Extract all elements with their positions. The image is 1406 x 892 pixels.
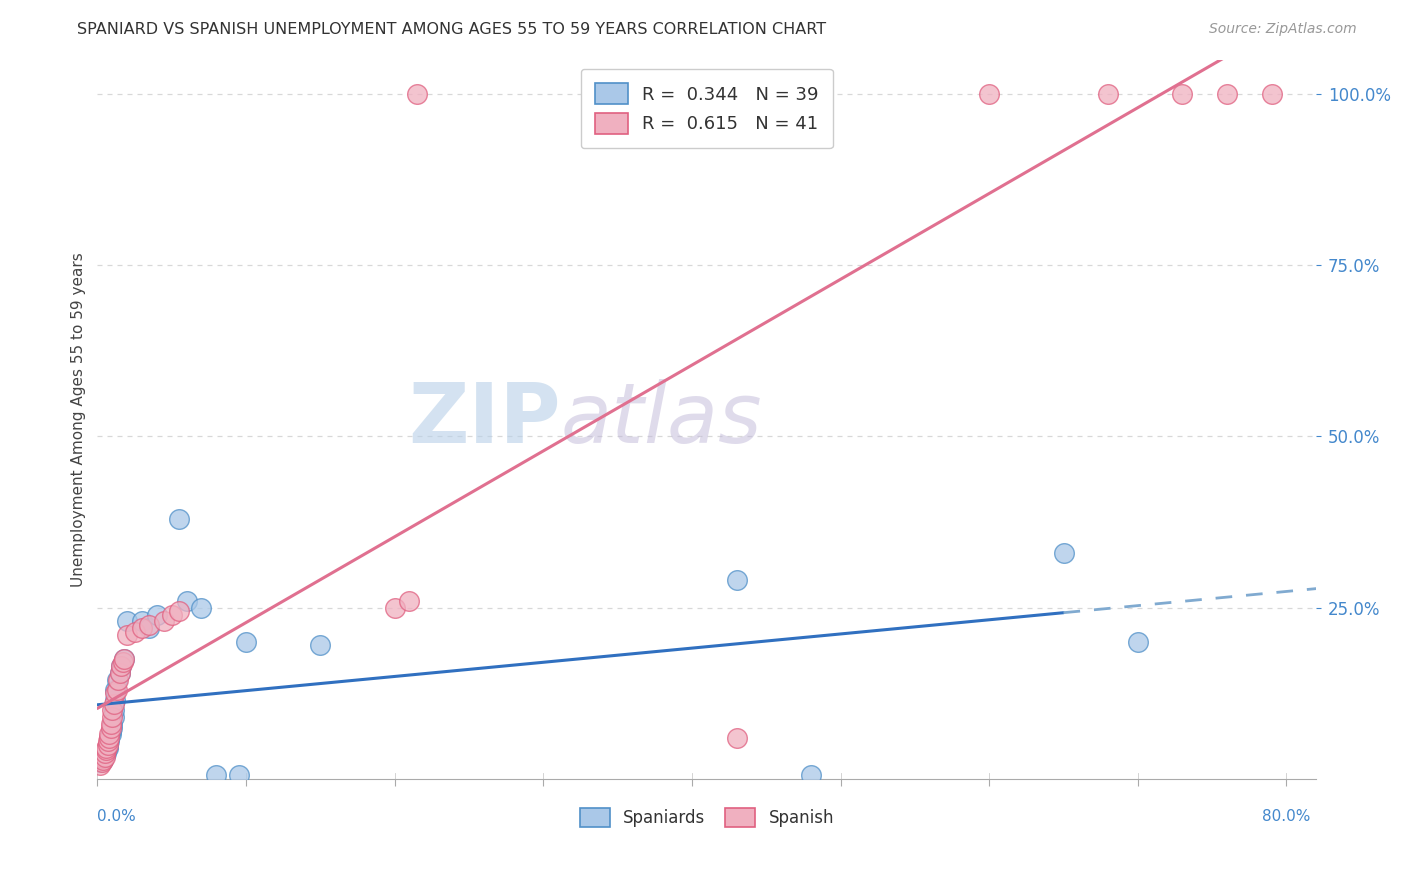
Point: [91, 753, 114, 767]
Point: [104, 693, 127, 707]
Point: [398, 594, 420, 608]
Point: [101, 721, 124, 735]
Point: [1126, 635, 1149, 649]
Text: SPANIARD VS SPANISH UNEMPLOYMENT AMONG AGES 55 TO 59 YEARS CORRELATION CHART: SPANIARD VS SPANISH UNEMPLOYMENT AMONG A…: [77, 22, 827, 37]
Legend: Spaniards, Spanish: Spaniards, Spanish: [571, 799, 842, 835]
Point: [1052, 546, 1074, 560]
Text: ZIP: ZIP: [408, 379, 561, 459]
Point: [94, 745, 117, 759]
Text: Source: ZipAtlas.com: Source: ZipAtlas.com: [1209, 22, 1357, 37]
Point: [98, 731, 121, 745]
Point: [90, 755, 112, 769]
Point: [160, 607, 183, 622]
Point: [96, 746, 118, 760]
Point: [1097, 87, 1119, 101]
Point: [105, 682, 128, 697]
Point: [97, 739, 120, 753]
Text: 0.0%: 0.0%: [97, 809, 136, 824]
Point: [190, 600, 212, 615]
Point: [107, 673, 129, 687]
Point: [97, 741, 120, 756]
Point: [112, 652, 135, 666]
Point: [115, 628, 138, 642]
Point: [167, 511, 190, 525]
Point: [110, 659, 132, 673]
Point: [100, 721, 122, 735]
Point: [111, 656, 134, 670]
Point: [104, 686, 127, 700]
Point: [406, 87, 429, 101]
Point: [96, 741, 118, 756]
Point: [131, 621, 153, 635]
Point: [98, 727, 121, 741]
Point: [309, 638, 332, 652]
Point: [91, 753, 114, 767]
Point: [138, 621, 160, 635]
Point: [98, 734, 121, 748]
Point: [104, 682, 127, 697]
Point: [176, 594, 198, 608]
Point: [97, 734, 120, 748]
Point: [800, 768, 823, 782]
Point: [138, 617, 160, 632]
Text: 80.0%: 80.0%: [1263, 809, 1310, 824]
Point: [91, 751, 114, 765]
Point: [90, 751, 112, 765]
Point: [153, 615, 176, 629]
Point: [94, 746, 117, 760]
Point: [89, 758, 111, 772]
Point: [755, 87, 778, 101]
Point: [96, 743, 118, 757]
Point: [101, 717, 124, 731]
Point: [100, 723, 122, 738]
Point: [101, 710, 124, 724]
Point: [100, 717, 122, 731]
Point: [105, 673, 128, 687]
Point: [98, 731, 121, 745]
Point: [108, 665, 131, 680]
Point: [112, 652, 135, 666]
Point: [725, 731, 748, 745]
Point: [94, 750, 117, 764]
Point: [101, 703, 124, 717]
Point: [167, 604, 190, 618]
Point: [979, 87, 1001, 101]
Point: [103, 710, 125, 724]
Point: [115, 615, 138, 629]
Point: [1260, 87, 1282, 101]
Point: [146, 607, 169, 622]
Point: [97, 738, 120, 752]
Point: [108, 665, 131, 680]
Point: [131, 615, 153, 629]
Point: [228, 768, 250, 782]
Point: [205, 768, 228, 782]
Point: [1171, 87, 1194, 101]
Point: [110, 659, 132, 673]
Point: [94, 747, 117, 762]
Point: [100, 727, 122, 741]
Point: [103, 697, 125, 711]
Point: [91, 750, 114, 764]
Point: [96, 743, 118, 757]
Point: [124, 624, 146, 639]
Point: [725, 574, 748, 588]
Point: [235, 635, 257, 649]
Point: [1216, 87, 1239, 101]
Point: [103, 703, 125, 717]
Text: atlas: atlas: [561, 379, 762, 459]
Y-axis label: Unemployment Among Ages 55 to 59 years: Unemployment Among Ages 55 to 59 years: [72, 252, 86, 587]
Point: [384, 600, 406, 615]
Point: [89, 755, 111, 769]
